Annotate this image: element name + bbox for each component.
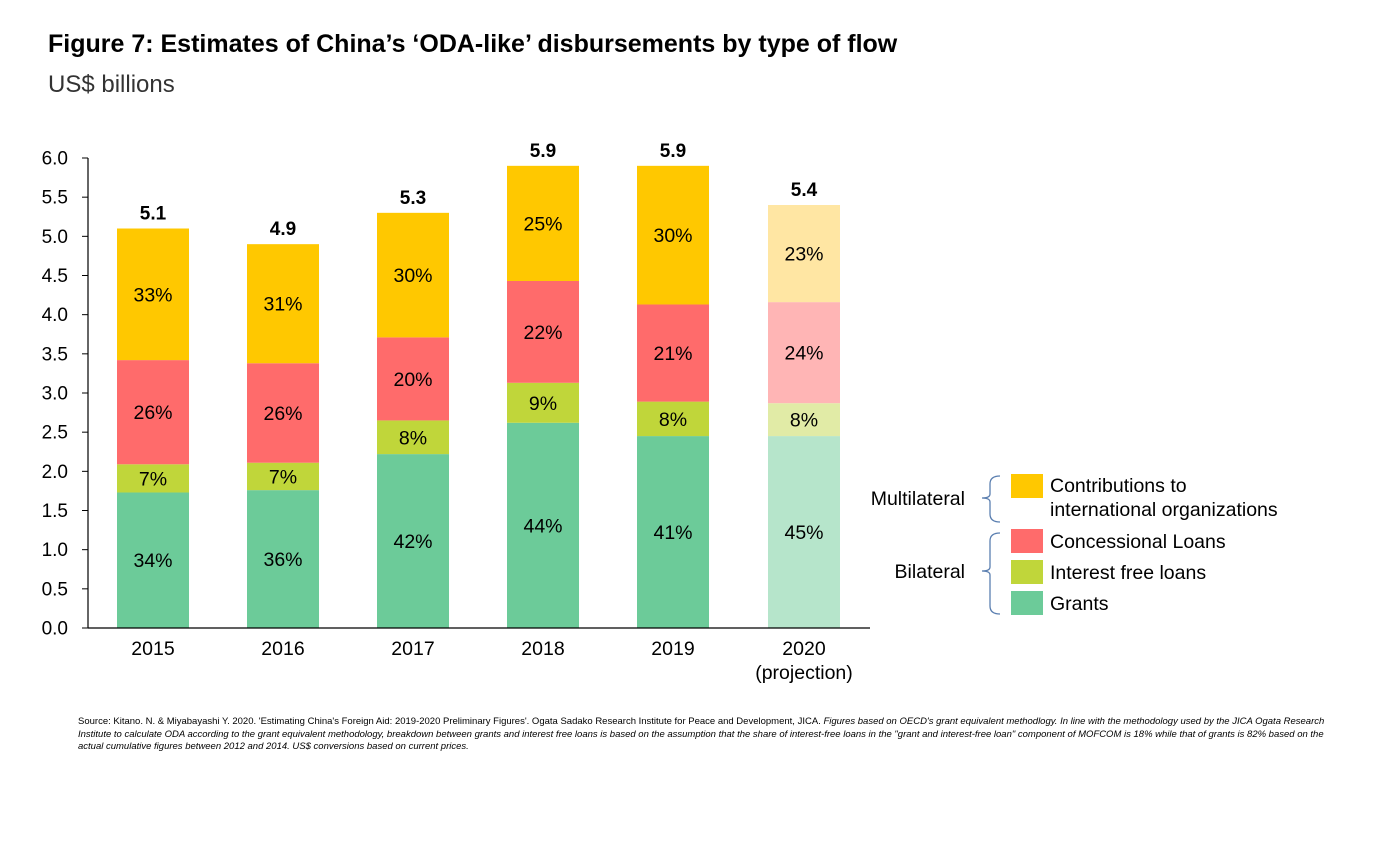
segment-percent-label: 34% (133, 550, 172, 572)
bar-segment-grants (377, 454, 449, 628)
segment-percent-label: 8% (790, 410, 818, 432)
stacked-bar-chart: 0.0 0.5 1.0 1.5 2.0 2.5 3.0 3.5 4.0 4.5 5.0 5.5 6.0 3… (42, 141, 1278, 684)
bar-segment-grants (247, 490, 319, 628)
y-tick-label: 2.5 (42, 423, 68, 444)
bar-total-label: 5.4 (791, 180, 818, 201)
y-tick-label: 0.5 (42, 579, 68, 600)
legend-swatch-concessional (1011, 529, 1043, 553)
y-tick-label: 3.5 (42, 344, 68, 365)
legend-brace (981, 532, 1001, 615)
segment-percent-label: 36% (263, 549, 302, 571)
segment-percent-label: 7% (139, 468, 167, 490)
bar-segment-concessional (768, 302, 840, 404)
segment-percent-label: 31% (263, 294, 302, 316)
y-tick-label: 0.0 (42, 619, 68, 640)
segment-percent-label: 26% (263, 403, 302, 425)
y-tick-label: 5.5 (42, 188, 68, 209)
x-tick-label: 2020 (782, 638, 826, 660)
bar-segment-grants (117, 492, 189, 628)
bar-segment-grants (637, 436, 709, 628)
bar-segment-interest-free (117, 464, 189, 493)
legend-label: international organizations (1050, 499, 1278, 521)
segment-percent-label: 30% (393, 265, 432, 287)
segment-percent-label: 9% (529, 393, 557, 415)
segment-percent-label: 8% (659, 409, 687, 431)
segment-percent-label: 22% (523, 322, 562, 344)
bar-segment-concessional (117, 360, 189, 465)
legend-group-label: Multilateral (871, 488, 965, 510)
legend-group-label: Bilateral (895, 561, 965, 583)
bar-segment-interest-free (507, 382, 579, 423)
segment-percent-label: 45% (784, 522, 823, 544)
x-tick-label: (projection) (755, 662, 853, 684)
legend-label: Grants (1050, 593, 1109, 615)
segment-percent-label: 25% (523, 213, 562, 235)
segment-percent-label: 20% (393, 369, 432, 391)
legend-label: Contributions to (1050, 475, 1187, 497)
bar-segment-concessional (507, 280, 579, 383)
y-tick-label: 4.0 (42, 305, 68, 326)
y-tick-label: 3.0 (42, 384, 68, 405)
bar-total-label: 5.3 (400, 188, 426, 209)
y-tick-label: 1.5 (42, 501, 68, 522)
bar-segment-concessional (377, 337, 449, 421)
legend-swatch-interest-free (1011, 560, 1043, 584)
bar-segment-grants (507, 422, 579, 628)
bar-segment-interest-free (377, 420, 449, 455)
source-citation: Source: Kitano. N. & Miyabayashi Y. 2020… (78, 716, 824, 727)
bar-segment-grants (768, 436, 840, 628)
bar-segment-contributions (377, 212, 449, 338)
bar-segment-concessional (247, 363, 319, 463)
bar-total-label: 5.9 (660, 141, 686, 162)
x-tick-label: 2017 (391, 638, 434, 660)
bar-segment-interest-free (768, 403, 840, 437)
legend-swatch-contributions (1011, 474, 1043, 498)
legend-swatch-grants (1011, 591, 1043, 615)
y-tick-label: 2.0 (42, 462, 68, 483)
segment-percent-label: 41% (653, 522, 692, 544)
bar-segment-contributions (768, 205, 840, 303)
y-tick-label: 1.0 (42, 540, 68, 561)
chart-title: Figure 7: Estimates of China’s ‘ODA-like… (48, 30, 898, 58)
bar-segment-contributions (117, 228, 189, 361)
segment-percent-label: 7% (269, 466, 297, 488)
bar-segment-concessional (637, 304, 709, 402)
legend-label: Interest free loans (1050, 562, 1206, 584)
segment-percent-label: 8% (399, 427, 427, 449)
x-tick-label: 2016 (261, 638, 304, 660)
bar-segment-contributions (247, 244, 319, 364)
x-tick-label: 2018 (521, 638, 564, 660)
segment-percent-label: 21% (653, 343, 692, 365)
source-note: Source: Kitano. N. & Miyabayashi Y. 2020… (78, 716, 1340, 754)
bar-segment-interest-free (247, 462, 319, 491)
segment-percent-label: 24% (784, 343, 823, 365)
segment-percent-label: 26% (133, 402, 172, 424)
bar-total-label: 4.9 (270, 219, 296, 240)
bar-total-label: 5.9 (530, 141, 556, 162)
x-tick-label: 2019 (651, 638, 694, 660)
source-methodology-note: Figures based on OECD's grant equivalent… (78, 716, 1325, 752)
bar-segment-contributions (637, 165, 709, 305)
chart-subtitle: US$ billions (48, 71, 175, 98)
bar-segment-contributions (507, 165, 579, 281)
segment-percent-label: 42% (393, 531, 432, 553)
bar-total-label: 5.1 (140, 204, 167, 225)
bar-segment-interest-free (637, 401, 709, 437)
segment-percent-label: 30% (653, 225, 692, 247)
segment-percent-label: 44% (523, 515, 562, 537)
y-tick-label: 4.5 (42, 266, 68, 287)
legend-label: Concessional Loans (1050, 531, 1226, 553)
x-tick-label: 2015 (131, 638, 175, 660)
segment-percent-label: 23% (784, 244, 823, 266)
y-tick-label: 5.0 (42, 227, 68, 248)
segment-percent-label: 33% (133, 284, 172, 306)
legend-brace (981, 475, 1001, 523)
y-tick-label: 6.0 (42, 149, 68, 170)
